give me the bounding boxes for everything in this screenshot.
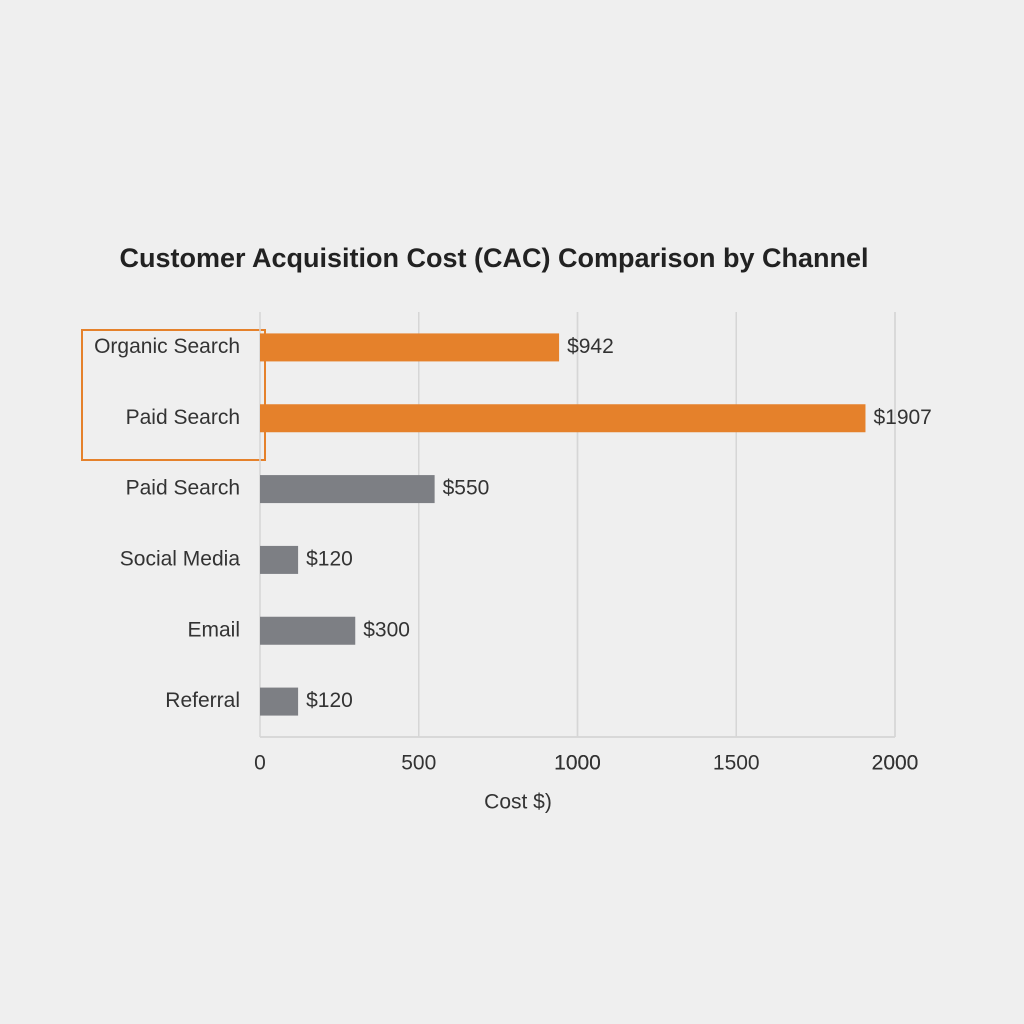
x-tick-label: 2000	[872, 752, 919, 775]
x-tick-label: 2000	[872, 752, 919, 775]
x-tick-label: 1500	[713, 752, 760, 775]
bar	[260, 545, 299, 574]
y-tick-label: Social Media	[120, 547, 241, 570]
x-tick-label: 0	[254, 752, 266, 775]
y-tick-label: Paid Search	[126, 477, 240, 500]
value-label: $550	[443, 477, 490, 500]
x-tick-label: 1000	[554, 752, 601, 775]
y-tick-label: Paid Search	[126, 406, 240, 429]
bar	[260, 333, 560, 362]
x-tick-label: 1000	[554, 752, 601, 775]
bar	[260, 404, 866, 433]
value-label: $120	[306, 547, 353, 570]
chart-title: Customer Acquisition Cost (CAC) Comparis…	[119, 243, 868, 273]
bar	[260, 475, 435, 504]
highlight-box	[81, 329, 266, 461]
bar	[260, 687, 299, 716]
y-tick-label: Email	[187, 618, 240, 641]
bar	[260, 616, 356, 645]
value-label: $300	[363, 618, 410, 641]
value-label: $1907	[873, 406, 931, 429]
value-label: $120	[306, 689, 353, 712]
value-label: $942	[567, 335, 614, 358]
x-axis-label: Cost $)	[484, 791, 552, 814]
y-tick-label: Organic Search	[94, 335, 240, 358]
x-tick-label: 500	[401, 752, 436, 775]
y-tick-label: Referral	[165, 689, 240, 712]
